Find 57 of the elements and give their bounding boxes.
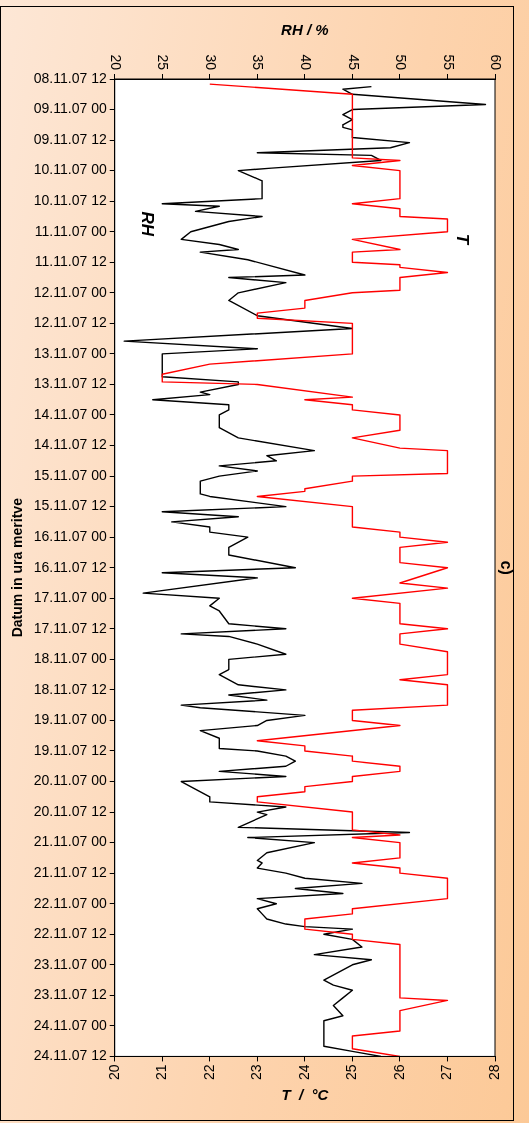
y-tick-label: 21.11.07 00 xyxy=(33,833,107,850)
x-axis-title: T / °C xyxy=(281,1086,330,1104)
y-tick-label: 24.11.07 12 xyxy=(33,1047,107,1064)
y-tick-label: 10.11.07 00 xyxy=(33,161,107,178)
y-tick-label: 17.11.07 00 xyxy=(33,589,107,606)
x2-axis-title: RH / % xyxy=(281,21,329,39)
text: c) xyxy=(497,560,515,575)
y-tick-label: 15.11.07 12 xyxy=(33,497,107,514)
x2-tick-label: 45 xyxy=(345,54,362,71)
x2-tick-label: 40 xyxy=(298,54,314,71)
x-tick-label: 22 xyxy=(200,1064,217,1081)
x2-tick-label: 55 xyxy=(440,54,457,71)
y-tick-label: 17.11.07 12 xyxy=(33,619,107,636)
x2-tick-label: 50 xyxy=(393,54,410,71)
x-tick-label: 25 xyxy=(343,1064,360,1081)
y-tick-label: 13.11.07 00 xyxy=(33,344,107,361)
x2-tick-label: 30 xyxy=(202,54,219,71)
x-tick-label: 21 xyxy=(153,1064,170,1081)
y-tick-label: 21.11.07 12 xyxy=(33,864,107,881)
x-tick-label: 28 xyxy=(485,1064,502,1081)
x-tick-label: 27 xyxy=(438,1064,455,1081)
y-tick-label: 13.11.07 12 xyxy=(33,375,107,392)
y-axis-title: Datum in ura meritve xyxy=(9,497,26,638)
y-tick-label: 14.11.07 00 xyxy=(33,405,107,422)
x2-tick-label: 20 xyxy=(107,54,124,71)
y-tick-label: 20.11.07 12 xyxy=(33,802,107,819)
y-tick-label: 12.11.07 00 xyxy=(33,283,107,300)
y-tick-label: 11.11.07 00 xyxy=(34,222,107,239)
y-tick-label: 23.11.07 12 xyxy=(33,986,107,1003)
y-tick-label: 19.11.07 12 xyxy=(33,741,107,758)
y-tick-label: 18.11.07 00 xyxy=(33,650,107,667)
x2-tick-label: 60 xyxy=(488,54,505,71)
x-tick-label: 20 xyxy=(105,1064,122,1081)
text: RH xyxy=(137,211,157,237)
y-tick-label: 09.11.07 12 xyxy=(33,130,107,147)
y-tick-label: 24.11.07 00 xyxy=(33,1016,107,1033)
y-tick-label: 11.11.07 12 xyxy=(34,253,107,270)
x-tick-label: 23 xyxy=(248,1064,265,1081)
y-tick-label: 20.11.07 00 xyxy=(33,772,107,789)
y-tick-label: 18.11.07 12 xyxy=(33,680,107,697)
y-tick-label: 08.11.07 12 xyxy=(33,69,107,86)
y-tick-label: 16.11.07 12 xyxy=(33,558,107,575)
y-tick-label: 14.11.07 12 xyxy=(33,436,107,453)
y-tick-label: 19.11.07 00 xyxy=(33,711,107,728)
y-tick-label: 22.11.07 00 xyxy=(33,894,107,911)
text: T xyxy=(452,233,472,246)
y-tick-label: 10.11.07 12 xyxy=(33,192,107,209)
x-tick-label: 24 xyxy=(295,1064,312,1081)
y-tick-label: 15.11.07 00 xyxy=(33,466,107,483)
y-tick-label: 16.11.07 00 xyxy=(33,528,107,545)
y-tick-label: 09.11.07 00 xyxy=(33,100,107,117)
y-tick-label: 23.11.07 00 xyxy=(33,955,107,972)
y-tick-label: 22.11.07 12 xyxy=(33,925,107,942)
x2-tick-label: 35 xyxy=(250,54,267,71)
y-tick-label: 12.11.07 12 xyxy=(33,314,107,331)
x2-tick-label: 25 xyxy=(155,54,172,71)
x-tick-label: 26 xyxy=(390,1064,407,1081)
